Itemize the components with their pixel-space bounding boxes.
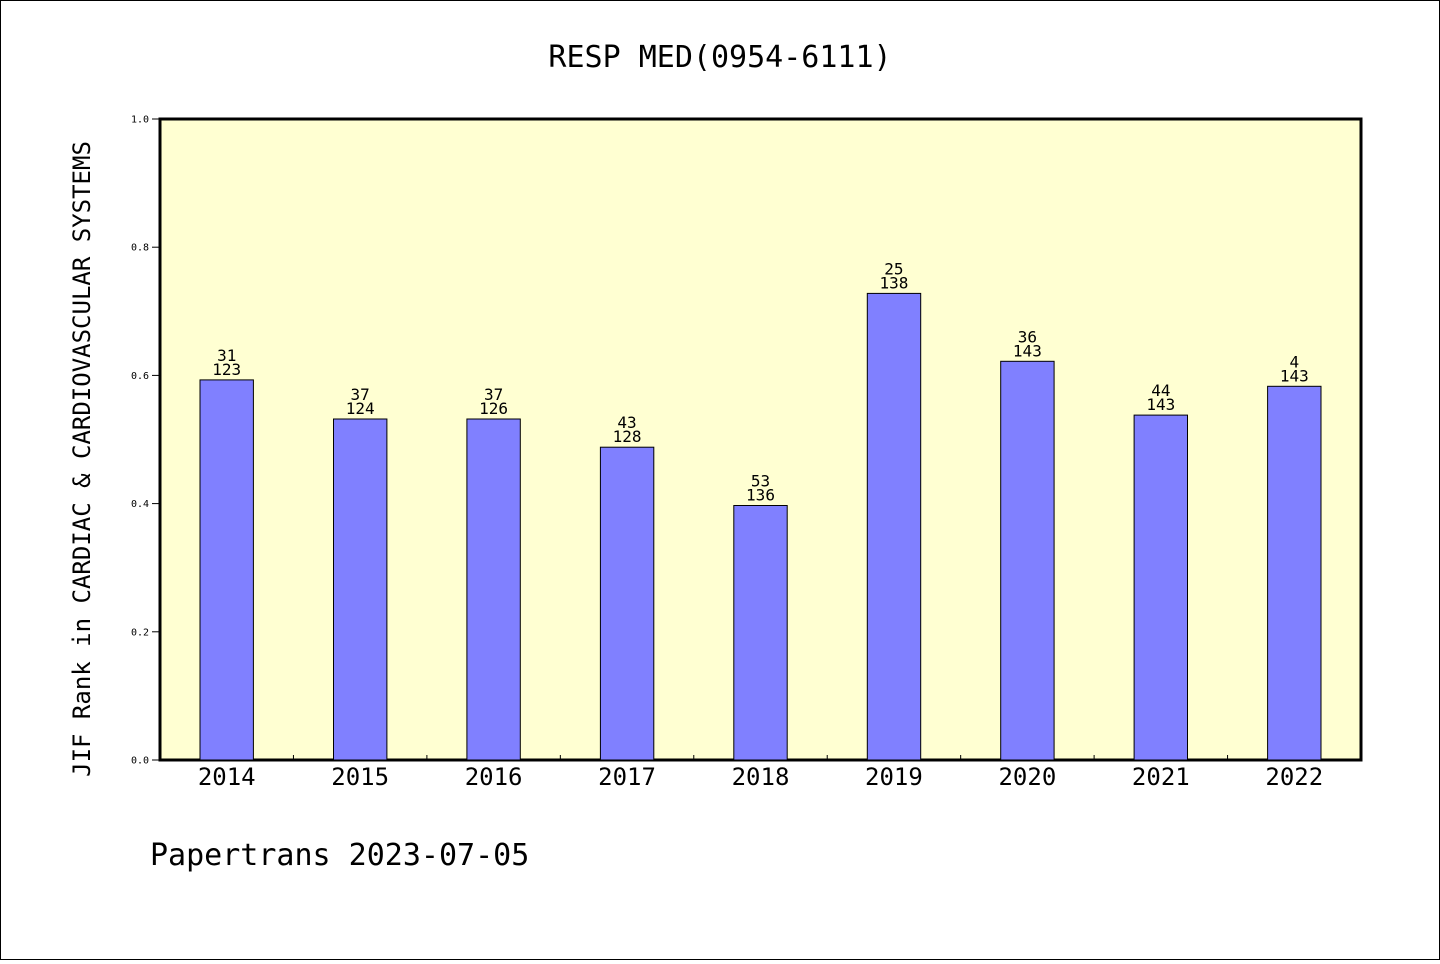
y-tick-label-1.0: 1.0 xyxy=(131,115,149,126)
bar-2015 xyxy=(334,419,387,760)
x-tick-label-2018: 2018 xyxy=(732,763,790,791)
bar-2021 xyxy=(1134,415,1187,760)
x-tick-label-2019: 2019 xyxy=(865,763,923,791)
y-tick-label-0.2: 0.2 xyxy=(131,627,149,638)
bar-label-total-2019: 138 xyxy=(879,273,908,292)
bar-2014 xyxy=(200,380,253,760)
y-tick-label-0.6: 0.6 xyxy=(131,371,149,382)
bar-label-total-2015: 124 xyxy=(346,399,375,418)
bar-label-total-2017: 128 xyxy=(613,427,642,446)
bar-2019 xyxy=(867,293,920,760)
y-tick-label-0.8: 0.8 xyxy=(131,243,149,254)
bar-label-total-2014: 123 xyxy=(212,360,241,379)
bar-2018 xyxy=(734,506,787,761)
x-tick-label-2020: 2020 xyxy=(998,763,1056,791)
x-tick-label-2016: 2016 xyxy=(465,763,523,791)
bar-label-total-2018: 136 xyxy=(746,486,775,505)
bar-label-total-2016: 126 xyxy=(479,399,508,418)
footer-watermark: Papertrans 2023-07-05 xyxy=(150,838,529,873)
bar-label-total-2022: 143 xyxy=(1280,366,1309,385)
bar-2022 xyxy=(1268,386,1321,760)
bar-label-total-2021: 143 xyxy=(1146,395,1175,414)
x-tick-label-2022: 2022 xyxy=(1265,763,1323,791)
y-axis: 0.0 0.2 0.4 0.6 0.8 1.0 xyxy=(131,115,160,767)
bar-label-total-2020: 143 xyxy=(1013,341,1042,360)
bar-2017 xyxy=(600,447,653,760)
chart-title: RESP MED(0954-6111) xyxy=(548,40,891,75)
bar-2016 xyxy=(467,419,520,760)
x-tick-label-2014: 2014 xyxy=(198,763,256,791)
x-tick-label-2015: 2015 xyxy=(331,763,389,791)
y-axis-label: JIF Rank in CARDIAC & CARDIOVASCULAR SYS… xyxy=(68,141,96,777)
x-tick-label-2021: 2021 xyxy=(1132,763,1190,791)
y-tick-label-0.0: 0.0 xyxy=(131,756,149,767)
y-tick-label-0.4: 0.4 xyxy=(131,499,149,510)
bar-2020 xyxy=(1001,361,1054,760)
x-tick-label-2017: 2017 xyxy=(598,763,656,791)
